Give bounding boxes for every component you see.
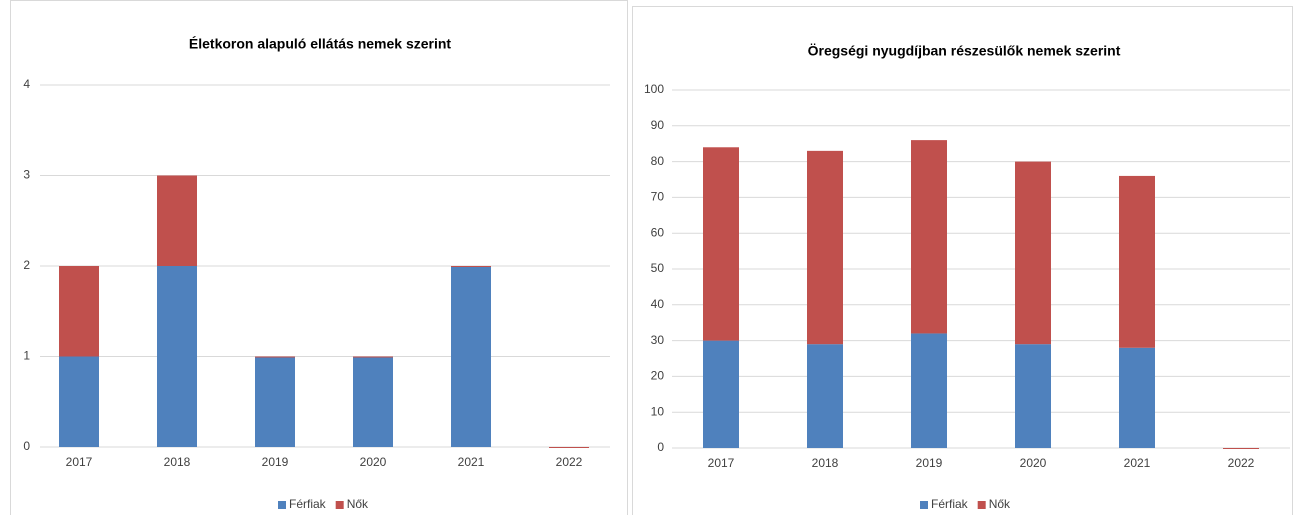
y-tick-label: 1: [23, 349, 30, 363]
bar: [911, 333, 947, 448]
bar: [353, 356, 393, 358]
y-tick-label: 30: [651, 333, 665, 347]
x-tick-label: 2018: [812, 456, 839, 470]
x-tick-label: 2020: [360, 455, 387, 469]
y-tick-label: 4: [23, 77, 30, 91]
bar: [549, 447, 589, 448]
bar: [255, 356, 295, 358]
x-tick-label: 2019: [916, 456, 943, 470]
legend-label: Nők: [989, 497, 1011, 511]
y-tick-label: 70: [651, 190, 665, 204]
bar: [59, 356, 99, 447]
bar: [1015, 344, 1051, 448]
y-tick-label: 0: [657, 440, 664, 454]
bar: [1015, 161, 1051, 345]
x-tick-label: 2022: [556, 455, 583, 469]
legend-swatch: [278, 501, 286, 509]
legend-swatch: [335, 501, 344, 509]
bar: [353, 356, 393, 447]
y-tick-label: 0: [23, 439, 30, 453]
x-tick-label: 2021: [458, 455, 485, 469]
bar: [807, 150, 843, 345]
x-tick-label: 2019: [262, 455, 289, 469]
legend-swatch: [920, 501, 928, 509]
x-tick-label: 2021: [1124, 456, 1151, 470]
y-tick-label: 40: [651, 297, 665, 311]
y-tick-label: 100: [644, 82, 664, 96]
x-tick-label: 2022: [1228, 456, 1255, 470]
bar: [1223, 448, 1259, 449]
x-tick-label: 2018: [164, 455, 191, 469]
bar: [59, 266, 99, 357]
x-tick-label: 2017: [708, 456, 735, 470]
bar: [255, 356, 295, 447]
bar: [703, 147, 739, 341]
bar: [451, 266, 491, 267]
bar: [911, 140, 947, 334]
y-tick-label: 10: [651, 404, 665, 418]
bar: [157, 175, 197, 266]
legend-label: Férfiak: [289, 497, 327, 511]
legend-label: Nők: [347, 497, 369, 511]
x-tick-label: 2020: [1020, 456, 1047, 470]
bar: [157, 266, 197, 447]
y-tick-label: 2: [23, 258, 30, 272]
y-tick-label: 20: [651, 369, 665, 383]
legend-swatch: [977, 501, 986, 509]
y-tick-label: 50: [651, 261, 665, 275]
panel-border: [10, 0, 628, 515]
chart-title: Életkoron alapuló ellátás nemek szerint: [189, 36, 452, 52]
x-tick-label: 2017: [66, 455, 93, 469]
y-tick-label: 90: [651, 118, 665, 132]
panel-border: [632, 6, 1293, 515]
bar: [1119, 347, 1155, 448]
y-tick-label: 3: [23, 168, 30, 182]
legend-label: Férfiak: [931, 497, 969, 511]
bar: [807, 344, 843, 448]
bar: [451, 266, 491, 447]
y-tick-label: 60: [651, 225, 665, 239]
bar: [1119, 175, 1155, 348]
bar: [703, 340, 739, 448]
y-tick-label: 80: [651, 154, 665, 168]
chart-title: Öregségi nyugdíjban részesülők nemek sze…: [808, 43, 1121, 59]
